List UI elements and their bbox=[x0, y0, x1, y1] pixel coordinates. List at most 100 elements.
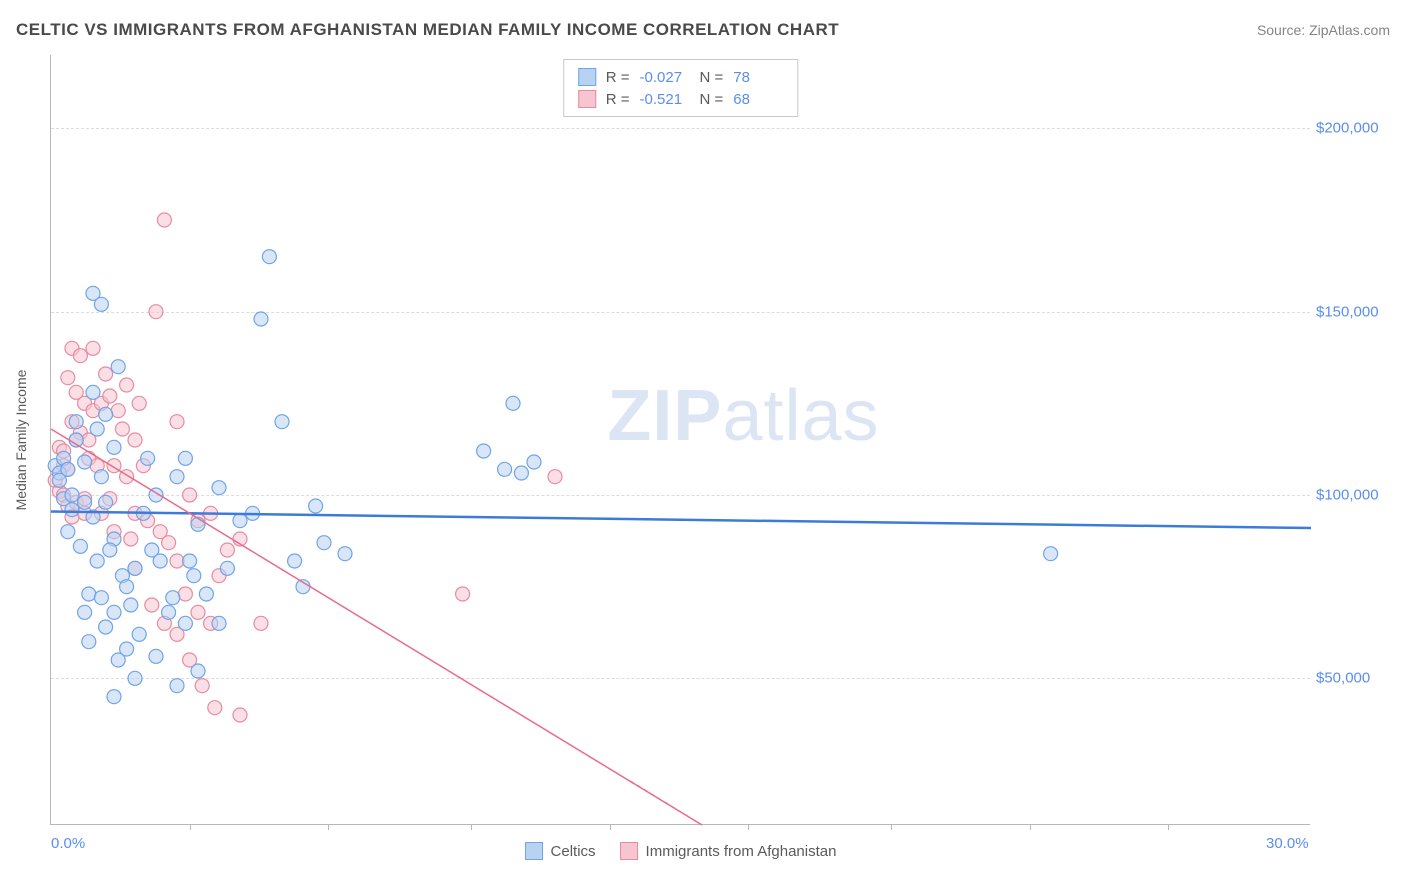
scatter-point bbox=[78, 605, 92, 619]
scatter-point bbox=[61, 525, 75, 539]
scatter-point bbox=[212, 481, 226, 495]
scatter-point bbox=[78, 495, 92, 509]
legend-swatch-0 bbox=[525, 842, 543, 860]
scatter-point bbox=[288, 554, 302, 568]
scatter-point bbox=[145, 598, 159, 612]
scatter-point bbox=[170, 470, 184, 484]
chart-container: Median Family Income ZIPatlas $50,000$10… bbox=[50, 55, 1380, 825]
scatter-point bbox=[149, 305, 163, 319]
scatter-point bbox=[128, 561, 142, 575]
scatter-point bbox=[90, 422, 104, 436]
plot-area: Median Family Income ZIPatlas $50,000$10… bbox=[50, 55, 1310, 825]
scatter-point bbox=[111, 653, 125, 667]
scatter-point bbox=[120, 580, 134, 594]
legend-label-0: Celtics bbox=[551, 843, 596, 860]
scatter-point bbox=[107, 440, 121, 454]
scatter-point bbox=[115, 422, 129, 436]
scatter-point bbox=[107, 605, 121, 619]
scatter-point bbox=[199, 587, 213, 601]
x-tick-mark bbox=[471, 824, 472, 830]
source-label: Source: ZipAtlas.com bbox=[1257, 22, 1390, 38]
scatter-point bbox=[208, 701, 222, 715]
scatter-point bbox=[162, 605, 176, 619]
scatter-point bbox=[1044, 547, 1058, 561]
scatter-point bbox=[233, 514, 247, 528]
stats-n-label: N = bbox=[700, 69, 724, 86]
scatter-point bbox=[338, 547, 352, 561]
x-tick-label: 0.0% bbox=[51, 835, 85, 852]
scatter-point bbox=[317, 536, 331, 550]
scatter-point bbox=[82, 587, 96, 601]
scatter-point bbox=[103, 389, 117, 403]
scatter-point bbox=[527, 455, 541, 469]
scatter-point bbox=[170, 679, 184, 693]
scatter-point bbox=[162, 536, 176, 550]
scatter-point bbox=[178, 587, 192, 601]
scatter-point bbox=[86, 341, 100, 355]
stats-row-1: R = -0.521 N = 68 bbox=[578, 88, 784, 110]
scatter-point bbox=[183, 488, 197, 502]
scatter-point bbox=[132, 396, 146, 410]
scatter-point bbox=[309, 499, 323, 513]
legend-item-1: Immigrants from Afghanistan bbox=[620, 842, 837, 860]
scatter-point bbox=[191, 517, 205, 531]
y-tick-label: $100,000 bbox=[1310, 487, 1380, 504]
scatter-point bbox=[65, 503, 79, 517]
scatter-point bbox=[124, 532, 138, 546]
scatter-point bbox=[120, 378, 134, 392]
scatter-point bbox=[86, 385, 100, 399]
scatter-point bbox=[262, 250, 276, 264]
scatter-point bbox=[132, 627, 146, 641]
x-tick-mark bbox=[891, 824, 892, 830]
scatter-point bbox=[99, 367, 113, 381]
stats-n-val-0: 78 bbox=[733, 69, 783, 86]
stats-row-0: R = -0.027 N = 78 bbox=[578, 66, 784, 88]
legend-swatch-1 bbox=[620, 842, 638, 860]
scatter-point bbox=[65, 488, 79, 502]
scatter-point bbox=[61, 462, 75, 476]
y-tick-label: $150,000 bbox=[1310, 303, 1380, 320]
stats-r-val-1: -0.521 bbox=[640, 91, 690, 108]
scatter-point bbox=[220, 543, 234, 557]
x-tick-mark bbox=[610, 824, 611, 830]
scatter-point bbox=[178, 451, 192, 465]
scatter-point bbox=[233, 708, 247, 722]
chart-title: CELTIC VS IMMIGRANTS FROM AFGHANISTAN ME… bbox=[16, 20, 839, 40]
scatter-point bbox=[456, 587, 470, 601]
scatter-point bbox=[178, 616, 192, 630]
scatter-point bbox=[99, 407, 113, 421]
y-axis-label: Median Family Income bbox=[13, 369, 29, 510]
swatch-series-0 bbox=[578, 68, 596, 86]
scatter-point bbox=[94, 591, 108, 605]
scatter-point bbox=[61, 371, 75, 385]
scatter-point bbox=[149, 649, 163, 663]
scatter-point bbox=[254, 312, 268, 326]
scatter-point bbox=[275, 415, 289, 429]
stats-box: R = -0.027 N = 78 R = -0.521 N = 68 bbox=[563, 59, 799, 117]
scatter-point bbox=[99, 620, 113, 634]
scatter-point bbox=[170, 415, 184, 429]
legend-item-0: Celtics bbox=[525, 842, 596, 860]
scatter-point bbox=[99, 495, 113, 509]
scatter-point bbox=[195, 679, 209, 693]
scatter-point bbox=[187, 569, 201, 583]
swatch-series-1 bbox=[578, 90, 596, 108]
scatter-point bbox=[498, 462, 512, 476]
stats-r-val-0: -0.027 bbox=[640, 69, 690, 86]
y-tick-label: $50,000 bbox=[1310, 670, 1380, 687]
scatter-point bbox=[111, 360, 125, 374]
scatter-point bbox=[94, 297, 108, 311]
scatter-point bbox=[111, 404, 125, 418]
scatter-point bbox=[477, 444, 491, 458]
scatter-point bbox=[170, 554, 184, 568]
scatter-point bbox=[78, 455, 92, 469]
x-tick-mark bbox=[190, 824, 191, 830]
scatter-point bbox=[73, 349, 87, 363]
scatter-point bbox=[212, 616, 226, 630]
legend: Celtics Immigrants from Afghanistan bbox=[525, 832, 837, 860]
x-tick-mark bbox=[328, 824, 329, 830]
trend-line bbox=[51, 429, 702, 825]
x-tick-mark bbox=[1168, 824, 1169, 830]
scatter-point bbox=[69, 415, 83, 429]
x-tick-mark bbox=[1030, 824, 1031, 830]
